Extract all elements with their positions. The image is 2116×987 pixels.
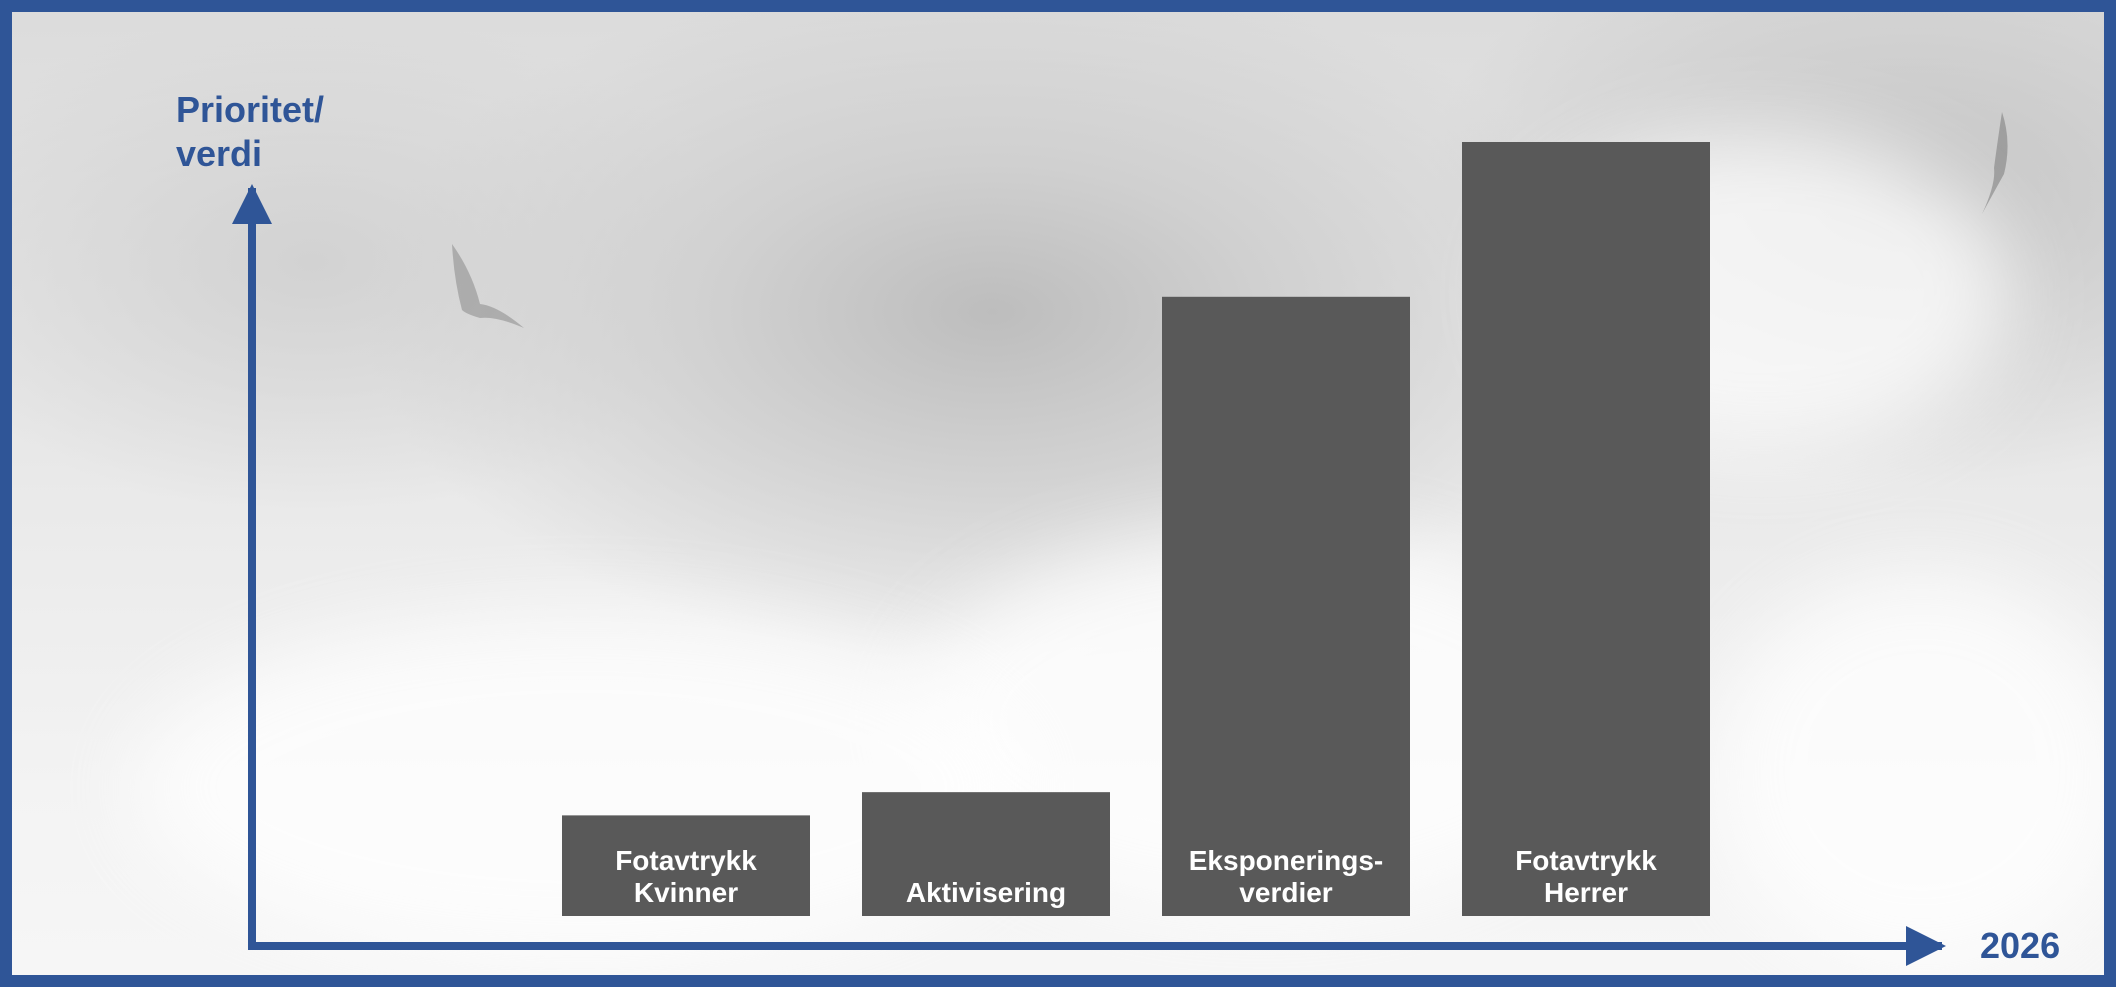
- bar-chart: Fotavtrykk Kvinner AktiviseringEksponering…: [176, 89, 2060, 966]
- bar-label-1: Fotavtrykk Kvinner: [615, 845, 757, 908]
- bar-label-3: Eksponerings-verdier: [1189, 845, 1383, 908]
- bar-3: [1162, 296, 1410, 916]
- bar-label-2: Aktivisering: [906, 877, 1066, 908]
- bird-icon: [1982, 112, 2008, 214]
- background-cloud: [1712, 572, 2104, 972]
- bar-label-line: Eksponerings-: [1189, 845, 1383, 876]
- bar-1: [562, 815, 810, 916]
- y-axis-label-line: Prioritet/: [176, 89, 324, 130]
- bar-label-line: Aktivisering: [906, 877, 1066, 908]
- bird-icon: [452, 244, 524, 328]
- bar-2: [862, 792, 1110, 916]
- bar-label-4: Fotavtrykk Herrer: [1515, 845, 1657, 908]
- bar-label-line: Fotavtrykk: [615, 845, 757, 876]
- y-axis-label: Prioritet/ verdi: [176, 89, 334, 174]
- bar-label-line: verdier: [1239, 877, 1332, 908]
- bar-label-line: Fotavtrykk: [1515, 845, 1657, 876]
- bar-label-line: Herrer: [1544, 877, 1628, 908]
- y-axis-label-line: verdi: [176, 133, 262, 174]
- bar-4: [1462, 142, 1710, 916]
- x-axis-label: 2026: [1980, 925, 2060, 966]
- bars-group: Fotavtrykk Kvinner AktiviseringEksponering…: [562, 142, 1710, 916]
- bar-label-line: Kvinner: [634, 877, 738, 908]
